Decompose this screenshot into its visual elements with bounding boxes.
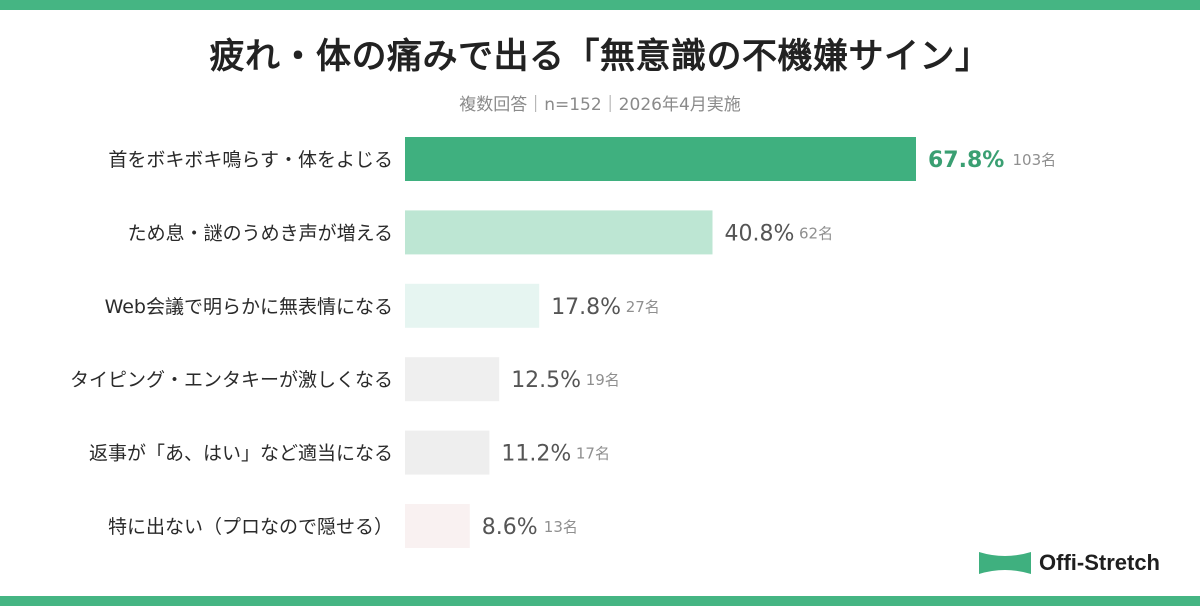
count-label: 13名	[544, 518, 578, 536]
value-label: 11.2%	[501, 442, 571, 467]
value-label: 40.8%	[725, 221, 795, 246]
ribbon-logo-icon	[979, 552, 1031, 574]
count-label: 19名	[586, 371, 620, 389]
brand-logo: Offi-Stretch	[979, 548, 1160, 578]
count-labels: 103名 62名 27名 19名 17名 13名	[544, 151, 1056, 536]
chart-subtitle: 複数回答｜n=152｜2026年4月実施	[459, 95, 741, 115]
bars	[405, 137, 916, 548]
count-label: 27名	[626, 298, 660, 316]
count-label: 103名	[1013, 151, 1057, 169]
bar	[405, 283, 540, 328]
category-label: 返事が「あ、はい」など適当になる	[89, 443, 393, 465]
category-label: 首をボキボキ鳴らす・体をよじる	[108, 149, 393, 171]
category-label: ため息・謎のうめき声が増える	[128, 222, 393, 244]
bar	[405, 504, 470, 548]
count-label: 62名	[799, 224, 833, 242]
value-labels: 67.8% 40.8% 17.8% 12.5% 11.2% 8.6%	[482, 148, 1005, 540]
bar	[405, 137, 916, 181]
chart-title: 疲れ・体の痛みで出る「無意識の不機嫌サイン」	[209, 37, 991, 77]
value-label: 17.8%	[551, 295, 621, 320]
category-label: Web会議で明らかに無表情になる	[105, 296, 393, 318]
bar	[405, 210, 713, 255]
bottom-accent-band	[0, 596, 1200, 606]
category-label: 特に出ない（プロなので隠せる）	[108, 516, 393, 538]
value-label: 8.6%	[482, 515, 538, 540]
category-label: タイピング・エンタキーが激しくなる	[70, 369, 393, 391]
bar	[405, 357, 500, 402]
count-label: 17名	[576, 445, 610, 463]
bar	[405, 430, 490, 475]
value-label: 12.5%	[511, 368, 581, 393]
value-label: 67.8%	[928, 148, 1004, 173]
brand-name: Offi-Stretch	[1039, 550, 1160, 575]
top-accent-band	[0, 0, 1200, 10]
